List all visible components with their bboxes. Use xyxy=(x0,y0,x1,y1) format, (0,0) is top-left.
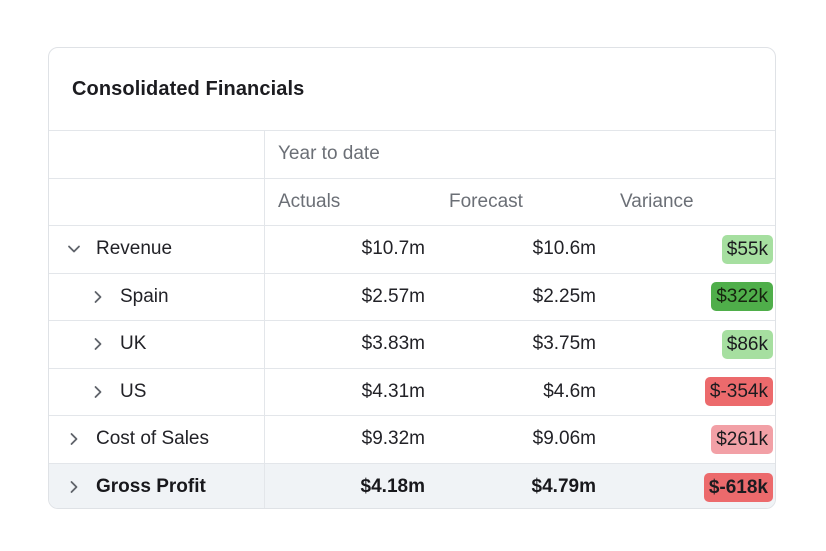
row-header-spacer xyxy=(49,178,265,225)
card-title: Consolidated Financials xyxy=(72,77,305,100)
forecast-value: $3.75m xyxy=(532,333,596,355)
column-header-label: Forecast xyxy=(449,190,523,212)
variance-badge: $261k xyxy=(711,424,773,454)
forecast-value: $4.6m xyxy=(543,380,596,402)
cell-variance: $86k xyxy=(607,321,775,368)
card-header: Consolidated Financials xyxy=(49,48,775,131)
forecast-value: $9.06m xyxy=(532,428,596,450)
table-row: Revenue $10.7m $10.6m $55k xyxy=(49,226,775,274)
row-label: US xyxy=(120,380,147,402)
variance-badge: $-618k xyxy=(703,472,773,502)
chevron-right-icon[interactable] xyxy=(91,337,105,351)
column-header-label: Actuals xyxy=(278,190,341,212)
row-group-cell: UK xyxy=(49,321,265,368)
cell-variance: $322k xyxy=(607,274,775,321)
cell-actuals: $4.18m xyxy=(265,464,436,509)
chevron-right-icon[interactable] xyxy=(67,480,81,494)
cell-actuals: $3.83m xyxy=(265,321,436,368)
group-header-row: Year to date xyxy=(49,131,775,179)
row-group-cell: Spain xyxy=(49,273,265,320)
row-group-cell: Gross Profit xyxy=(49,463,265,508)
column-header-forecast[interactable]: Forecast xyxy=(436,179,607,226)
row-label: Spain xyxy=(120,285,169,307)
table-row: Spain $2.57m $2.25m $322k xyxy=(49,273,775,321)
cell-variance: $-618k xyxy=(607,464,775,509)
chevron-right-icon[interactable] xyxy=(91,385,105,399)
cell-forecast: $9.06m xyxy=(436,416,607,463)
cell-actuals: $9.32m xyxy=(265,416,436,463)
row-label: Gross Profit xyxy=(96,476,206,497)
cell-forecast: $4.79m xyxy=(436,464,607,509)
variance-badge: $322k xyxy=(711,282,773,312)
row-label: Cost of Sales xyxy=(96,428,209,450)
variance-badge: $86k xyxy=(721,329,773,359)
actuals-value: $2.57m xyxy=(361,285,425,307)
actuals-value: $9.32m xyxy=(361,428,425,450)
column-header-variance[interactable]: Variance xyxy=(607,179,775,226)
column-header-label: Variance xyxy=(620,190,694,212)
cell-forecast: $4.6m xyxy=(436,369,607,416)
cell-forecast: $3.75m xyxy=(436,321,607,368)
financials-table: Year to date Actuals Forecast Variance R… xyxy=(49,131,775,509)
row-label: UK xyxy=(120,333,147,355)
column-header-actuals[interactable]: Actuals xyxy=(265,179,436,226)
row-header-spacer xyxy=(49,131,265,178)
actuals-value: $4.18m xyxy=(360,476,425,497)
table-row: Cost of Sales $9.32m $9.06m $261k xyxy=(49,416,775,464)
cell-forecast: $10.6m xyxy=(436,226,607,273)
row-group-cell: Revenue xyxy=(49,226,265,273)
cell-actuals: $10.7m xyxy=(265,226,436,273)
group-header-label: Year to date xyxy=(278,143,380,165)
cell-forecast: $2.25m xyxy=(436,274,607,321)
row-group-cell: US xyxy=(49,368,265,415)
cell-variance: $55k xyxy=(607,226,775,273)
actuals-value: $10.7m xyxy=(361,238,425,260)
financials-card: Consolidated Financials Year to date Act… xyxy=(48,47,776,509)
cell-actuals: $2.57m xyxy=(265,274,436,321)
forecast-value: $2.25m xyxy=(532,285,596,307)
table-body: Revenue $10.7m $10.6m $55k Spain $2.57m $2.25m… xyxy=(49,226,775,509)
total-row: Gross Profit $4.18m $4.79m $-618k xyxy=(49,463,775,509)
actuals-value: $3.83m xyxy=(361,333,425,355)
column-header-row: Actuals Forecast Variance xyxy=(49,178,775,226)
chevron-right-icon[interactable] xyxy=(67,432,81,446)
row-label: Revenue xyxy=(96,238,173,260)
variance-badge: $55k xyxy=(721,234,773,264)
forecast-value: $4.79m xyxy=(531,476,596,497)
chevron-down-icon[interactable] xyxy=(67,242,81,256)
group-header-cell: Year to date xyxy=(265,131,775,178)
cell-variance: $261k xyxy=(607,416,775,463)
cell-actuals: $4.31m xyxy=(265,369,436,416)
table-row: US $4.31m $4.6m $-354k xyxy=(49,368,775,416)
table-row: UK $3.83m $3.75m $86k xyxy=(49,321,775,369)
actuals-value: $4.31m xyxy=(361,380,425,402)
row-group-cell: Cost of Sales xyxy=(49,416,265,463)
variance-badge: $-354k xyxy=(704,377,773,407)
forecast-value: $10.6m xyxy=(532,238,596,260)
chevron-right-icon[interactable] xyxy=(91,290,105,304)
cell-variance: $-354k xyxy=(607,369,775,416)
